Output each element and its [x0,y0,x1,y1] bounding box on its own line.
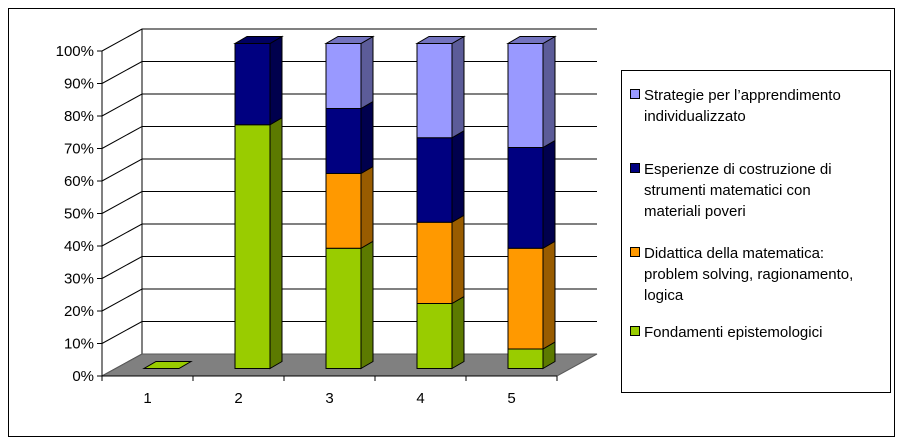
bar-side-fondamenti [451,295,465,370]
bar-top-cap [324,36,375,44]
legend-swatch-didattica [630,247,640,257]
bar-side-didattica [542,240,556,350]
bar-segment-didattica [507,247,544,350]
y-tick-label: 0% [72,368,94,385]
bar-top-cap [506,36,557,44]
legend-line: problem solving, ragionamento, [644,266,854,283]
x-tick-label: 4 [416,390,424,407]
x-tick-label: 2 [234,390,242,407]
bar-segment-strategie [507,43,544,148]
bar-side-fondamenti [269,116,283,370]
y-tick-label: 40% [64,238,94,255]
y-tick-label: 50% [64,206,94,223]
y-tick-label: 90% [64,76,94,93]
chart-frame: 0% 10% 20% 30% 40% 50% 60% 70% 80% 90% 100% 1 2 3 4 5 S… [8,8,895,437]
legend-label-strategie: Strategie per l’apprendimento individual… [644,85,894,127]
bar-segment-fondamenti [325,247,362,369]
bar-segment-esperienze [507,147,544,249]
y-tick-label: 60% [64,173,94,190]
y-tick-label: 70% [64,141,94,158]
legend-label-didattica: Didattica della matematica: problem solv… [644,243,894,306]
x-tick-label: 5 [507,390,515,407]
bar-segment-didattica [325,173,362,249]
bar-segment-fondamenti [507,348,544,369]
bar-side-esperienze [451,129,465,224]
bar-side-esperienze [269,35,283,126]
bar-empty-footprint [142,361,193,369]
legend-label-esperienze: Esperienze di costruzione di strumenti m… [644,159,894,222]
bar-segment-esperienze [234,43,271,126]
bar-side-esperienze [360,100,374,175]
legend-line: logica [644,287,684,304]
y-tick-label: 80% [64,108,94,125]
legend-swatch-strategie [630,89,640,99]
bar-segment-esperienze [416,137,453,223]
x-tick-label: 1 [143,390,151,407]
legend: Strategie per l’apprendimento individual… [621,70,891,393]
bar-top-cap [415,36,466,44]
bar-side-didattica [451,214,465,305]
bar-segment-esperienze [325,108,362,174]
legend-line: materiali poveri [644,203,746,220]
legend-line: Strategie per l’apprendimento [644,87,841,104]
legend-line: Fondamenti epistemologici [644,324,823,341]
legend-line: Esperienze di costruzione di [644,161,832,178]
legend-line: individualizzato [644,108,746,125]
legend-label-fondamenti: Fondamenti epistemologici [644,322,894,343]
x-tick-label: 3 [325,390,333,407]
bar-side-fondamenti [360,240,374,370]
legend-line: strumenti matematici con [644,182,811,199]
y-tick-label: 10% [64,336,94,353]
y-tick-label: 30% [64,271,94,288]
bar-side-didattica [360,165,374,250]
y-tick-label: 20% [64,303,94,320]
legend-swatch-esperienze [630,163,640,173]
bar-side-esperienze [542,139,556,250]
legend-line: Didattica della matematica: [644,245,825,262]
bar-side-strategie [542,35,556,149]
bar-segment-didattica [416,221,453,304]
y-tick-label: 100% [56,43,94,60]
legend-swatch-fondamenti [630,326,640,336]
bar-segment-strategie [416,43,453,139]
bar-segment-strategie [325,43,362,109]
bar-side-strategie [360,35,374,110]
bar-side-strategie [451,35,465,139]
plot-area: 0% 10% 20% 30% 40% 50% 60% 70% 80% 90% 100% 1 2 3 4 5 [56,28,598,407]
bar-segment-fondamenti [234,124,271,369]
bar-top-cap [233,36,284,44]
bar-segment-fondamenti [416,303,453,369]
